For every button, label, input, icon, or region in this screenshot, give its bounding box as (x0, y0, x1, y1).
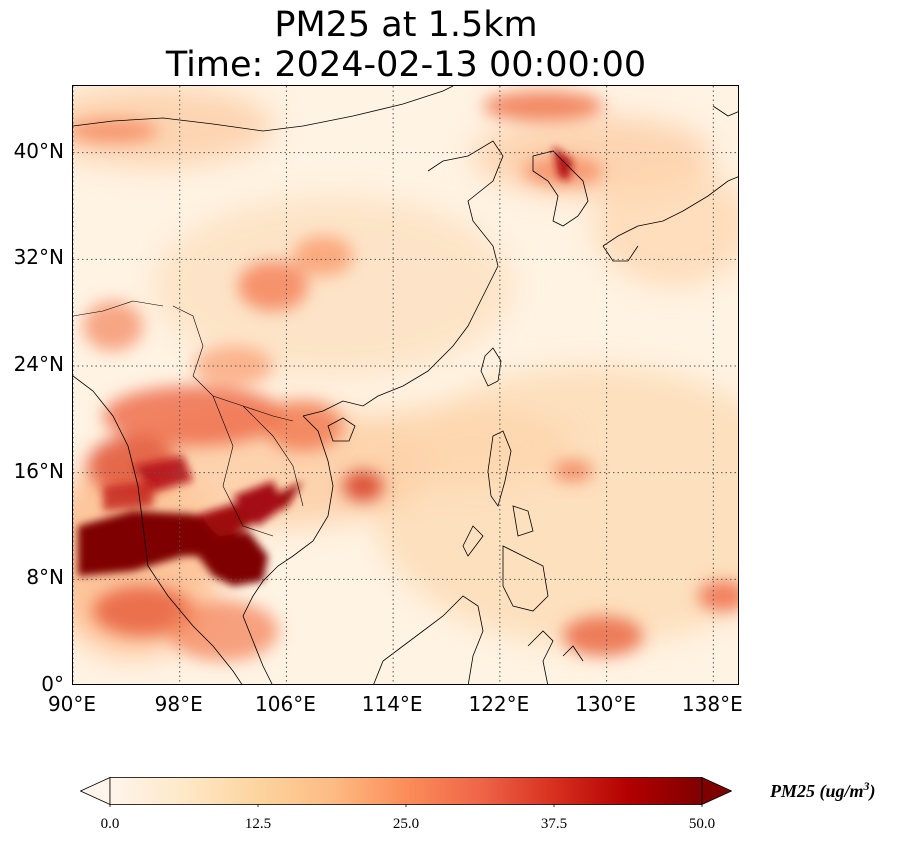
lon-tick-label: 106°E (255, 692, 316, 716)
map-title-line1: PM25 at 1.5km (274, 5, 538, 45)
lat-tick-label: 32°N (13, 245, 64, 270)
colorbar-label-close: ) (869, 781, 876, 801)
colorbar-min-extend (80, 777, 111, 806)
lat-tick-label: 16°N (13, 458, 64, 483)
colorbar-tick-label: 12.5 (244, 816, 272, 832)
lon-tick-label: 90°E (47, 692, 97, 716)
lon-tick-label: 98°E (154, 692, 203, 716)
pm25-concentration-field (73, 86, 738, 661)
lon-tick-label: 138°E (681, 692, 743, 716)
lat-tick-label: 0° (41, 672, 64, 696)
lat-tick-label: 40°N (13, 138, 64, 163)
colorbar-tick-label: 0.0 (100, 816, 120, 832)
pm25-field-map (73, 86, 738, 684)
lon-tick-label: 114°E (361, 692, 423, 716)
lat-tick-label: 8°N (26, 565, 64, 590)
colorbar-tick-label: 50.0 (688, 816, 716, 832)
colorbar-gradient (109, 777, 703, 805)
lon-tick-label: 130°E (575, 692, 636, 716)
map-title-line2: Time: 2024-02-13 00:00:00 (165, 45, 647, 85)
colorbar (80, 777, 732, 807)
colorbar-label-text: PM25 (ug/m (770, 781, 864, 801)
map-panel (72, 85, 739, 685)
colorbar-label-exponent: 3 (863, 779, 870, 793)
lat-tick-label: 24°N (13, 352, 64, 376)
colorbar-label: PM25 (ug/m3) (770, 779, 910, 802)
colorbar-max-extend (701, 777, 732, 806)
colorbar-tick-label: 37.5 (540, 816, 568, 832)
lon-tick-label: 122°E (468, 692, 530, 716)
gridlines (73, 86, 738, 684)
colorbar-tick-label: 25.0 (392, 816, 420, 832)
